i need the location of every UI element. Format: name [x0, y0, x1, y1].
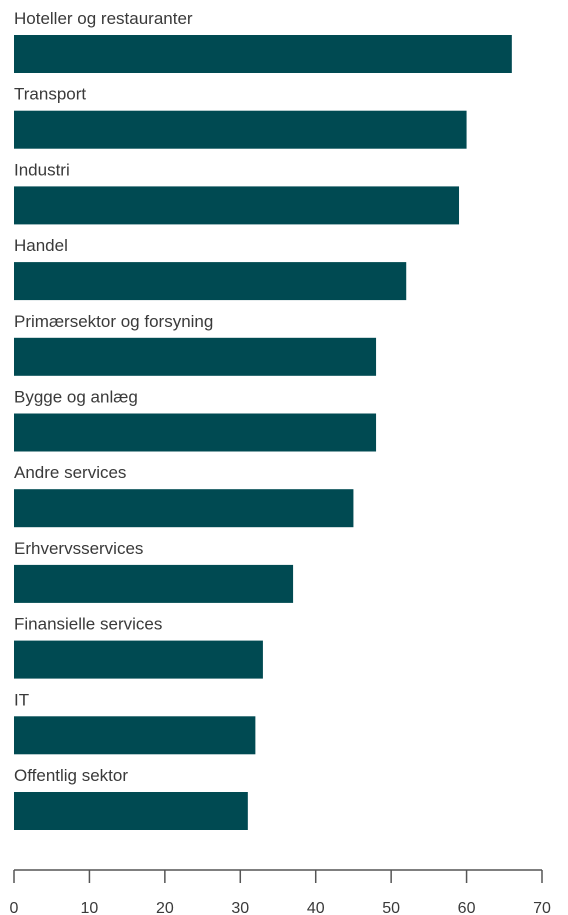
x-tick-label: 50 [382, 900, 400, 915]
x-tick-label: 40 [307, 900, 325, 915]
x-tick-label: 60 [458, 900, 476, 915]
x-tick-label: 20 [156, 900, 174, 915]
x-tick-label: 10 [81, 900, 99, 915]
bar [14, 489, 354, 528]
bar [14, 337, 377, 376]
category-label: Offentlig sektor [14, 766, 128, 785]
bar [14, 262, 407, 301]
x-axis: 0 10 20 30 40 50 60 70 [10, 869, 551, 915]
category-label: Industri [14, 160, 70, 179]
category-label: Hoteller og restauranter [14, 9, 193, 28]
category-label: IT [14, 690, 29, 709]
category-label: Erhvervsservices [14, 539, 143, 558]
bar [14, 640, 263, 679]
bar [14, 35, 512, 73]
bar [14, 716, 256, 755]
bar [14, 186, 460, 225]
category-label: Primærsektor og forsyning [14, 312, 213, 331]
category-label: Finansielle services [14, 615, 162, 634]
bars-layer: Hoteller og restauranter Transport Industr… [14, 9, 512, 830]
category-label: Andre services [14, 463, 126, 482]
x-tick-label: 30 [231, 900, 249, 915]
category-label: Handel [14, 236, 68, 255]
bar [14, 792, 248, 830]
bar [14, 564, 294, 603]
x-tick-label: 0 [10, 900, 19, 915]
bar [14, 110, 467, 149]
bar [14, 413, 377, 452]
category-label: Transport [14, 85, 86, 104]
category-label: Bygge og anlæg [14, 388, 138, 407]
x-tick-label: 70 [533, 900, 551, 915]
